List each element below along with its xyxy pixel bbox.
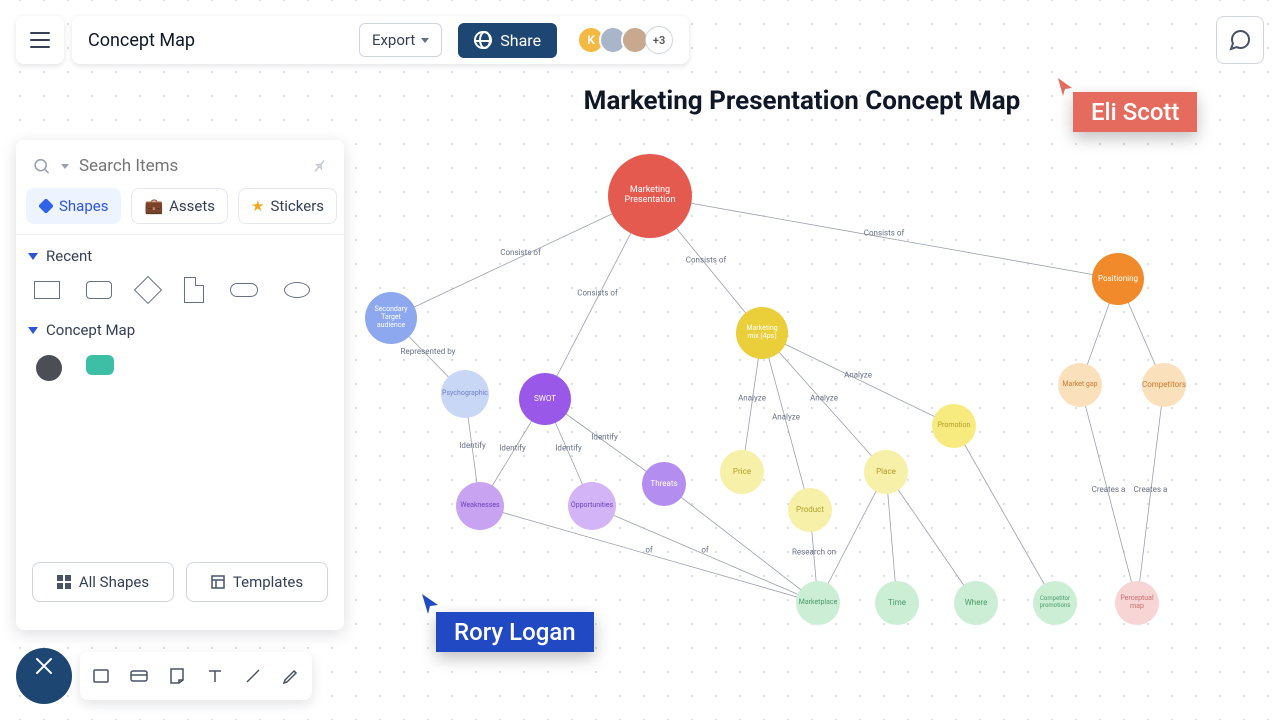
tool-rectangle[interactable] bbox=[90, 665, 112, 687]
chevron-down-icon bbox=[421, 38, 429, 43]
svg-text:Identify: Identify bbox=[591, 433, 618, 442]
svg-text:Consists of: Consists of bbox=[686, 256, 727, 265]
concept-swatch[interactable] bbox=[36, 355, 62, 381]
shape-diamond[interactable] bbox=[134, 276, 162, 304]
search-filter-chevron-icon[interactable] bbox=[61, 164, 69, 169]
share-button[interactable]: Share bbox=[458, 23, 557, 58]
tool-note[interactable] bbox=[166, 665, 188, 687]
node-gap[interactable]: Market gap bbox=[1058, 363, 1102, 407]
close-icon bbox=[33, 665, 55, 687]
node-price[interactable]: Price bbox=[720, 450, 764, 494]
concept-swatch[interactable] bbox=[86, 355, 114, 375]
svg-text:Analyze: Analyze bbox=[810, 394, 838, 403]
avatar-overflow[interactable]: +3 bbox=[645, 26, 673, 54]
svg-text:Creates a: Creates a bbox=[1092, 485, 1126, 494]
title-bar: Concept Map Export Share K+3 bbox=[72, 16, 689, 64]
globe-icon bbox=[474, 31, 492, 49]
section-concept-header[interactable]: Concept Map bbox=[28, 321, 332, 339]
all-shapes-label: All Shapes bbox=[79, 573, 149, 591]
search-icon bbox=[32, 156, 51, 176]
briefcase-icon: 💼 bbox=[144, 197, 163, 215]
node-swot[interactable]: SWOT bbox=[519, 373, 571, 425]
node-mkt[interactable]: Marketplace bbox=[796, 581, 840, 625]
node-time[interactable]: Time bbox=[875, 581, 919, 625]
node-where[interactable]: Where bbox=[954, 581, 998, 625]
comments-button[interactable] bbox=[1216, 16, 1264, 64]
templates-button[interactable]: Templates bbox=[186, 562, 328, 602]
section-recent: Recent bbox=[16, 235, 344, 309]
section-concept-map: Concept Map bbox=[16, 309, 344, 391]
grid-icon bbox=[57, 575, 71, 589]
node-psy[interactable]: Psychographic bbox=[441, 370, 489, 418]
svg-text:Identify: Identify bbox=[555, 444, 582, 453]
node-promo[interactable]: Promotion bbox=[932, 404, 976, 448]
tool-text[interactable] bbox=[204, 665, 226, 687]
all-shapes-button[interactable]: All Shapes bbox=[32, 562, 174, 602]
svg-text:Analyze: Analyze bbox=[844, 371, 872, 380]
panel-tabs: Shapes 💼 Assets ★ Stickers bbox=[16, 188, 344, 234]
node-place[interactable]: Place bbox=[864, 450, 908, 494]
svg-text:Research on: Research on bbox=[792, 548, 836, 557]
pin-icon[interactable] bbox=[307, 154, 332, 179]
star-icon: ★ bbox=[251, 197, 264, 215]
tool-highlighter[interactable] bbox=[280, 665, 302, 687]
node-opp[interactable]: Opportunities bbox=[568, 482, 616, 530]
search-input[interactable] bbox=[79, 156, 301, 176]
template-icon bbox=[211, 575, 225, 589]
svg-text:Consists of: Consists of bbox=[864, 229, 905, 238]
svg-text:of: of bbox=[645, 546, 653, 555]
document-title[interactable]: Concept Map bbox=[88, 30, 195, 51]
svg-text:Represented by: Represented by bbox=[401, 347, 456, 356]
shape-rounded-rect[interactable] bbox=[86, 281, 112, 299]
close-tools-fab[interactable] bbox=[16, 648, 72, 704]
svg-text:Consists of: Consists of bbox=[500, 248, 541, 257]
templates-label: Templates bbox=[233, 573, 303, 591]
shape-page[interactable] bbox=[184, 277, 204, 303]
svg-text:of: of bbox=[701, 546, 709, 555]
export-button[interactable]: Export bbox=[359, 23, 442, 57]
tool-card[interactable] bbox=[128, 665, 150, 687]
node-prod[interactable]: Product bbox=[788, 488, 832, 532]
topbar: Concept Map Export Share K+3 bbox=[16, 16, 689, 64]
section-recent-header[interactable]: Recent bbox=[28, 247, 332, 265]
cursor-tag-rory: Rory Logan bbox=[436, 612, 594, 652]
svg-text:Creates a: Creates a bbox=[1134, 485, 1168, 494]
collaborator-avatars[interactable]: K+3 bbox=[573, 26, 673, 54]
triangle-down-icon bbox=[28, 253, 38, 260]
svg-text:Analyze: Analyze bbox=[772, 413, 800, 422]
node-root[interactable]: Marketing Presentation bbox=[608, 154, 692, 238]
node-cpromo[interactable]: Competitor promotions bbox=[1033, 581, 1077, 625]
node-weak[interactable]: Weaknesses bbox=[456, 482, 504, 530]
node-pos[interactable]: Positioning bbox=[1092, 253, 1144, 305]
tool-line[interactable] bbox=[242, 665, 264, 687]
svg-text:Consists of: Consists of bbox=[577, 289, 618, 298]
tab-stickers-label: Stickers bbox=[270, 197, 324, 215]
node-thr[interactable]: Threats bbox=[642, 462, 686, 506]
shape-ellipse[interactable] bbox=[284, 282, 310, 298]
shapes-panel: Shapes 💼 Assets ★ Stickers Recent Concep… bbox=[16, 140, 344, 630]
node-mix[interactable]: Marketing mix (4ps) bbox=[736, 307, 788, 359]
section-concept-label: Concept Map bbox=[46, 321, 135, 339]
node-sec[interactable]: Secondary Target audience bbox=[365, 292, 417, 344]
share-label: Share bbox=[500, 31, 541, 50]
svg-text:Identify: Identify bbox=[499, 444, 526, 453]
svg-text:Analyze: Analyze bbox=[738, 394, 766, 403]
tool-tray bbox=[80, 652, 312, 700]
shape-pill[interactable] bbox=[230, 283, 258, 297]
svg-text:Identify: Identify bbox=[459, 441, 486, 450]
node-pmap[interactable]: Perceptual map bbox=[1115, 581, 1159, 625]
tab-stickers[interactable]: ★ Stickers bbox=[238, 188, 337, 224]
diamond-icon bbox=[39, 199, 53, 213]
section-recent-label: Recent bbox=[46, 247, 92, 265]
tab-shapes-label: Shapes bbox=[59, 197, 108, 215]
export-label: Export bbox=[372, 31, 415, 49]
node-comp[interactable]: Competitors bbox=[1142, 363, 1186, 407]
shape-rectangle[interactable] bbox=[34, 281, 60, 299]
tab-assets[interactable]: 💼 Assets bbox=[131, 188, 228, 224]
menu-button[interactable] bbox=[16, 16, 64, 64]
triangle-down-icon bbox=[28, 327, 38, 334]
cursor-tag-eli: Eli Scott bbox=[1073, 92, 1197, 132]
tab-assets-label: Assets bbox=[169, 197, 215, 215]
tab-shapes[interactable]: Shapes bbox=[26, 188, 121, 224]
